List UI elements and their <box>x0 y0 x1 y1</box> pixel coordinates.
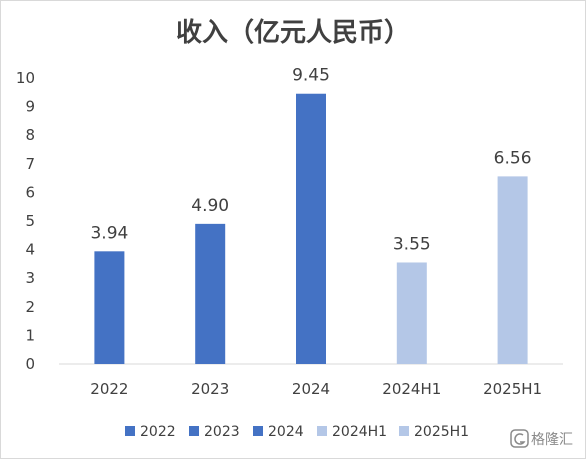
x-tick-label: 2023 <box>191 380 229 398</box>
legend-swatch <box>399 426 409 436</box>
chart-title: 收入（亿元人民币） <box>176 18 410 48</box>
data-label: 9.45 <box>292 66 330 86</box>
x-axis: 2022 2023 2024 2024H1 2025H1 <box>90 380 542 398</box>
x-tick-label: 2022 <box>90 380 128 398</box>
y-tick-label: 10 <box>16 69 35 87</box>
legend-label: 2024 <box>268 424 304 440</box>
x-tick-label: 2024H1 <box>382 380 441 398</box>
y-tick-label: 9 <box>25 98 35 116</box>
legend-swatch <box>189 426 199 436</box>
y-tick-label: 4 <box>25 241 35 259</box>
bar <box>195 223 226 364</box>
y-tick-label: 0 <box>25 355 35 373</box>
data-label: 4.90 <box>191 196 229 216</box>
y-tick-label: 1 <box>25 326 35 344</box>
legend-swatch <box>253 426 263 436</box>
y-tick-label: 3 <box>25 269 35 287</box>
data-label: 6.56 <box>494 148 532 168</box>
y-tick-label: 8 <box>25 126 35 144</box>
y-tick-label: 7 <box>25 155 35 173</box>
legend-swatch <box>125 426 135 436</box>
y-axis: 0 1 2 3 4 5 6 7 8 9 10 <box>16 69 35 373</box>
data-label: 3.94 <box>90 223 128 243</box>
glh-logo-icon <box>510 429 529 448</box>
legend-label: 2025H1 <box>414 424 469 440</box>
bars-group: 3.94 4.90 9.45 3.55 6.56 <box>90 66 532 364</box>
legend-label: 2024H1 <box>332 424 387 440</box>
data-label: 3.55 <box>393 234 431 254</box>
watermark: 格隆汇 <box>510 429 573 448</box>
bar <box>396 262 427 364</box>
bar <box>296 93 326 364</box>
watermark-text: 格隆汇 <box>531 432 573 448</box>
x-tick-label: 2024 <box>292 380 330 398</box>
legend-label: 2023 <box>204 424 240 440</box>
y-tick-label: 6 <box>25 183 35 201</box>
legend-swatch <box>317 426 327 436</box>
y-tick-label: 5 <box>25 212 35 230</box>
y-tick-label: 2 <box>25 298 35 316</box>
legend-label: 2022 <box>140 424 176 440</box>
bar <box>497 176 528 364</box>
bar <box>94 251 125 364</box>
legend: 2022 2023 2024 2024H1 2025H1 <box>125 424 469 440</box>
x-tick-label: 2025H1 <box>483 380 542 398</box>
